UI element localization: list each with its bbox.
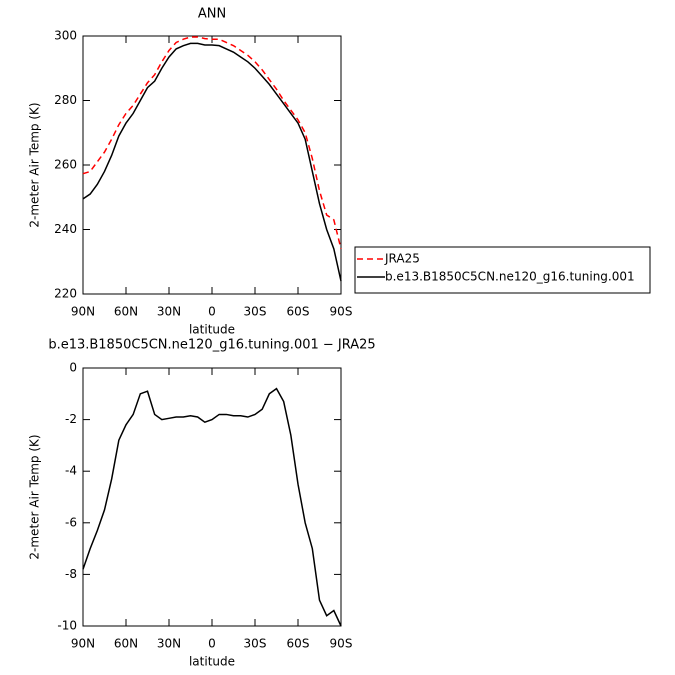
y-tick-label: 260 [54, 158, 77, 172]
x-tick-label: 60S [287, 637, 310, 651]
x-tick-label: 30N [157, 637, 181, 651]
y-tick-label: 0 [69, 361, 77, 375]
x-tick-label: 60N [114, 637, 138, 651]
y-tick-label: 240 [54, 222, 77, 236]
chart-title: ANN [198, 7, 226, 22]
plot-frame [82, 35, 342, 295]
y-tick-label: -8 [65, 567, 77, 581]
x-tick-label: 60S [287, 305, 310, 319]
x-axis-label: latitude [189, 323, 235, 337]
x-tick-label: 30S [244, 637, 267, 651]
legend-label: b.e13.B1850C5CN.ne120_g16.tuning.001 [385, 270, 635, 284]
y-axis-label: 2-meter Air Temp (K) [28, 434, 42, 559]
x-tick-label: 0 [208, 637, 216, 651]
y-tick-label: -10 [57, 619, 77, 633]
x-tick-label: 90N [71, 637, 95, 651]
y-tick-label: 300 [54, 29, 77, 43]
x-tick-label: 60N [114, 305, 138, 319]
y-tick-label: -6 [65, 515, 77, 529]
x-tick-label: 90S [330, 637, 353, 651]
y-tick-label: 280 [54, 93, 77, 107]
y-axis-label: 2-meter Air Temp (K) [28, 102, 42, 227]
data-line [82, 387, 342, 627]
x-tick-label: 30S [244, 305, 267, 319]
plot-frame [82, 367, 342, 627]
chart-title: b.e13.B1850C5CN.ne120_g16.tuning.001 − J… [48, 338, 375, 353]
legend-box [354, 246, 651, 294]
x-tick-label: 0 [208, 305, 216, 319]
data-line [82, 42, 342, 282]
y-tick-label: 220 [54, 287, 77, 301]
data-line [82, 36, 342, 250]
x-tick-label: 90N [71, 305, 95, 319]
x-tick-label: 30N [157, 305, 181, 319]
x-tick-label: 90S [330, 305, 353, 319]
y-tick-label: -2 [65, 412, 77, 426]
y-tick-label: -4 [65, 464, 77, 478]
legend-label: JRA25 [384, 252, 420, 266]
x-axis-label: latitude [189, 655, 235, 669]
